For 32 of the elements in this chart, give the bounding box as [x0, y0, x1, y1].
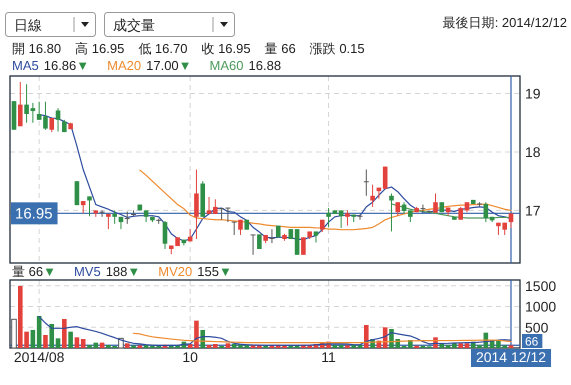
text: MV20	[158, 264, 192, 279]
text: 188▼	[106, 264, 140, 279]
y-tick-label: 18	[525, 144, 541, 160]
y-tick-label: 1500	[525, 278, 556, 294]
text: 高 16.95	[75, 41, 124, 56]
y-tick-label: 500	[525, 319, 549, 336]
y-tick-label: 19	[525, 86, 541, 102]
text: MA20	[107, 58, 142, 73]
text: 收 16.95	[201, 41, 251, 56]
text: 16.88	[248, 58, 282, 73]
x-tick-label: 11	[321, 349, 336, 365]
text: 成交量	[113, 17, 155, 33]
text: 量 66▼	[12, 264, 56, 279]
text: 155▼	[197, 264, 232, 279]
text: MA60	[210, 58, 244, 73]
text: 日線	[14, 17, 42, 33]
text: 漲跌 0.15	[310, 41, 365, 56]
text: 開 16.80	[12, 41, 62, 56]
text: 17.00▼	[146, 58, 192, 73]
text: 低 16.70	[138, 41, 188, 56]
text: MV5	[74, 264, 101, 279]
text: 最後日期: 2014/12/12	[442, 15, 567, 30]
text: MA5	[12, 58, 39, 73]
ref-line-label: 16.95	[15, 205, 53, 222]
text: 量 66	[264, 41, 296, 56]
x-tick-label: 2014 12/12	[476, 349, 546, 365]
y-tick-label: 1000	[525, 298, 556, 315]
text: 16.86▼	[44, 58, 90, 73]
y-tick-label: 17	[525, 202, 541, 218]
ref-line-label: 66	[525, 334, 539, 348]
x-tick-label: 2014/08	[14, 349, 65, 365]
x-tick-label: 10	[182, 349, 198, 365]
